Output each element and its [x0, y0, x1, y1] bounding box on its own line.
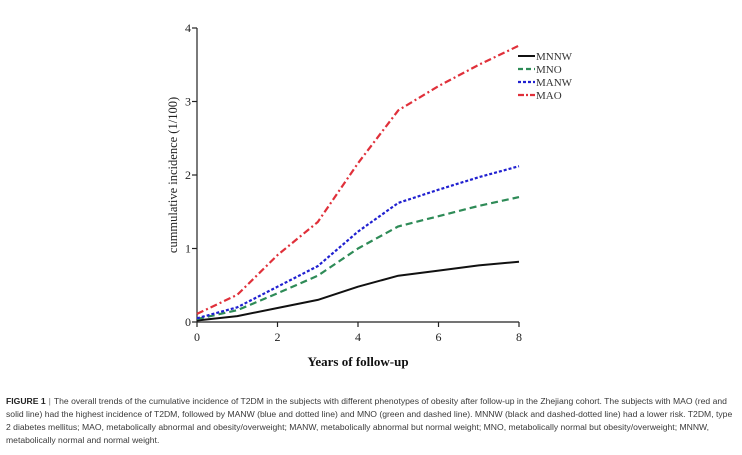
series-layer [196, 44, 520, 322]
y-tick-label: 3 [185, 95, 191, 109]
figure-caption: FIGURE 1 | The overall trends of the cumul… [6, 395, 736, 447]
x-axis-title: Years of follow-up [307, 354, 408, 369]
series-line-mao [196, 44, 520, 315]
legend-label-mao: MAO [536, 90, 562, 102]
y-tick-label: 2 [185, 168, 191, 182]
x-tick-label: 4 [355, 330, 361, 344]
caption-text: The overall trends of the cumulative inc… [6, 396, 733, 445]
series-line-mno [196, 196, 520, 321]
y-tick-label: 0 [185, 315, 191, 329]
legend-label-mnnw: MNNW [536, 51, 573, 63]
series-line-mnnw [196, 260, 520, 322]
legend-label-mno: MNO [536, 64, 562, 76]
x-tick-label: 6 [436, 330, 442, 344]
y-axis-title: cummulative incidence (1/100) [166, 97, 180, 253]
x-tick-label: 2 [275, 330, 281, 344]
y-tick-label: 1 [185, 242, 191, 256]
caption-separator: | [48, 396, 51, 406]
axes: 0 2 4 6 8 0 1 2 3 4 [185, 21, 522, 344]
y-tick-label: 4 [185, 21, 191, 35]
figure-label: FIGURE 1 [6, 396, 46, 406]
series-line-manw [196, 165, 520, 320]
legend-label-manw: MANW [536, 77, 573, 89]
x-tick-label: 8 [516, 330, 522, 344]
x-tick-label: 0 [194, 330, 200, 344]
